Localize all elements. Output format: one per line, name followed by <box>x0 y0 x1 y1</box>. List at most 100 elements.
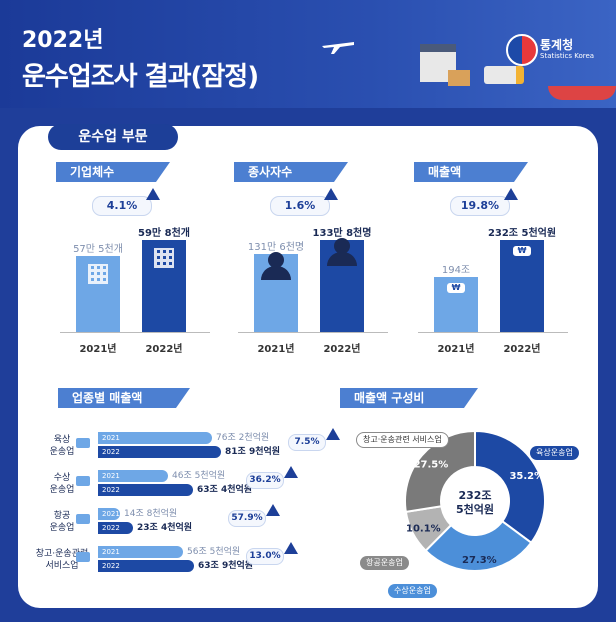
change-badge: 13.0% <box>246 548 284 565</box>
bar-2021 <box>98 432 212 444</box>
person-icon <box>268 252 284 268</box>
bar-value-label: 56조 5천억원 <box>187 547 241 557</box>
industry-sales-title: 업종별 매출액 <box>58 388 190 408</box>
person-icon <box>261 266 291 280</box>
up-arrow-icon <box>504 188 518 200</box>
bar-value-label: 14조 8천억원 <box>124 509 178 519</box>
bar-value-label: 194조 <box>441 265 471 276</box>
sales-composition-title: 매출액 구성비 <box>340 388 478 408</box>
building-icon <box>154 248 174 268</box>
section-title: 운수업 부문 <box>48 124 178 150</box>
series-label: 2022 <box>102 524 120 532</box>
legend-land: 육상운송업 <box>530 446 579 460</box>
industry-label: 창고·운송관련 서비스업 <box>35 549 89 571</box>
bar-value-label: 232조 5천억원 <box>487 228 557 239</box>
building-icon <box>88 264 108 284</box>
sales-chart-title: 매출액 <box>414 162 528 182</box>
industry-label: 항공 운송업 <box>49 511 75 533</box>
bar-value-label: 81조 9천억원 <box>225 447 281 457</box>
up-arrow-icon <box>146 188 160 200</box>
bar-value-label: 46조 5천억원 <box>172 471 226 481</box>
legend-water: 수상운송업 <box>388 584 437 598</box>
statistics-korea-logo: 통계청 Statistics Korea <box>506 34 610 66</box>
series-label: 2022 <box>102 562 120 570</box>
x-tick-label: 2021년 <box>257 344 295 355</box>
series-label: 2022 <box>102 486 120 494</box>
up-arrow-icon <box>326 428 340 440</box>
won-icon: ₩ <box>513 246 531 256</box>
series-label: 2021 <box>102 472 120 480</box>
bar-2022 <box>98 446 221 458</box>
pie-slice-육상운송업 <box>474 429 546 545</box>
industry-icon <box>76 476 90 486</box>
up-arrow-icon <box>324 188 338 200</box>
x-tick-label: 2022년 <box>503 344 541 355</box>
series-label: 2022 <box>102 448 120 456</box>
bar-2022 <box>98 560 194 572</box>
chart-baseline <box>60 332 210 333</box>
x-tick-label: 2021년 <box>79 344 117 355</box>
industry-icon <box>76 438 90 448</box>
companies-change-badge: 4.1% <box>92 196 152 216</box>
airplane-icon <box>322 42 354 54</box>
pie-slice-창고·운송관련 서비스업 <box>404 429 476 513</box>
series-label: 2021 <box>102 434 120 442</box>
chart-baseline <box>238 332 388 333</box>
up-arrow-icon <box>284 466 298 478</box>
header-banner: 2022년 운수업조사 결과(잠정) 통계청 Statistics Korea <box>0 0 616 108</box>
legend-air: 항공운송업 <box>360 556 409 570</box>
bar-2021 <box>98 546 183 558</box>
warehouse-icon <box>420 44 456 82</box>
legend-warehouse: 창고·운송관련 서비스업 <box>356 432 449 448</box>
bar-value-label: 133만 8천명 <box>312 228 372 239</box>
bar-value-label: 63조 9천억원 <box>198 561 254 571</box>
chart-baseline <box>418 332 568 333</box>
x-tick-label: 2021년 <box>437 344 475 355</box>
x-tick-label: 2022년 <box>323 344 361 355</box>
change-badge: 57.9% <box>228 510 266 527</box>
pie-center-label: 5천억원 <box>456 502 494 516</box>
industry-icon <box>76 514 90 524</box>
companies-chart-title: 기업체수 <box>56 162 170 182</box>
taegeuk-logo-icon <box>506 34 538 66</box>
bar-value-label: 57만 5천개 <box>73 244 123 255</box>
pie-value-label: 10.1% <box>406 523 441 534</box>
org-name: 통계청 <box>540 38 574 52</box>
industry-label: 육상 운송업 <box>49 435 75 457</box>
bar-value-label: 23조 4천억원 <box>137 523 193 533</box>
bar-2022 <box>98 522 133 534</box>
up-arrow-icon <box>266 504 280 516</box>
series-label: 2021 <box>102 548 120 556</box>
sales-change-badge: 19.8% <box>450 196 510 216</box>
person-icon <box>327 252 357 266</box>
won-icon: ₩ <box>447 283 465 293</box>
pie-value-label: 35.2% <box>509 471 544 482</box>
up-arrow-icon <box>284 542 298 554</box>
boxes-icon <box>448 70 470 86</box>
bar-2022 <box>98 484 193 496</box>
org-sub-name: Statistics Korea <box>540 52 595 60</box>
change-badge: 36.2% <box>246 472 284 489</box>
employees-change-badge: 1.6% <box>270 196 330 216</box>
header-main-title: 운수업조사 결과(잠정) <box>22 62 259 92</box>
bar-value-label: 63조 4천억원 <box>197 485 253 495</box>
series-label: 2021 <box>102 510 120 518</box>
industry-icon <box>76 552 90 562</box>
pie-center-label: 232조 <box>458 489 491 502</box>
industry-label: 수상 운송업 <box>49 473 75 495</box>
pie-value-label: 27.3% <box>462 555 497 566</box>
bar-value-label: 76조 2천억원 <box>216 433 270 443</box>
person-icon <box>334 238 350 254</box>
pie-value-label: 27.5% <box>414 459 449 470</box>
bar-value-label: 59만 8천개 <box>138 228 190 239</box>
bar-2021 <box>98 508 120 520</box>
header-year-title: 2022년 <box>22 28 104 53</box>
ship-icon <box>548 86 616 100</box>
pie-slice-수상운송업 <box>424 519 533 572</box>
employees-chart-title: 종사자수 <box>234 162 348 182</box>
bar-2021 <box>98 470 168 482</box>
truck-icon <box>484 66 524 84</box>
change-badge: 7.5% <box>288 434 326 451</box>
x-tick-label: 2022년 <box>145 344 183 355</box>
